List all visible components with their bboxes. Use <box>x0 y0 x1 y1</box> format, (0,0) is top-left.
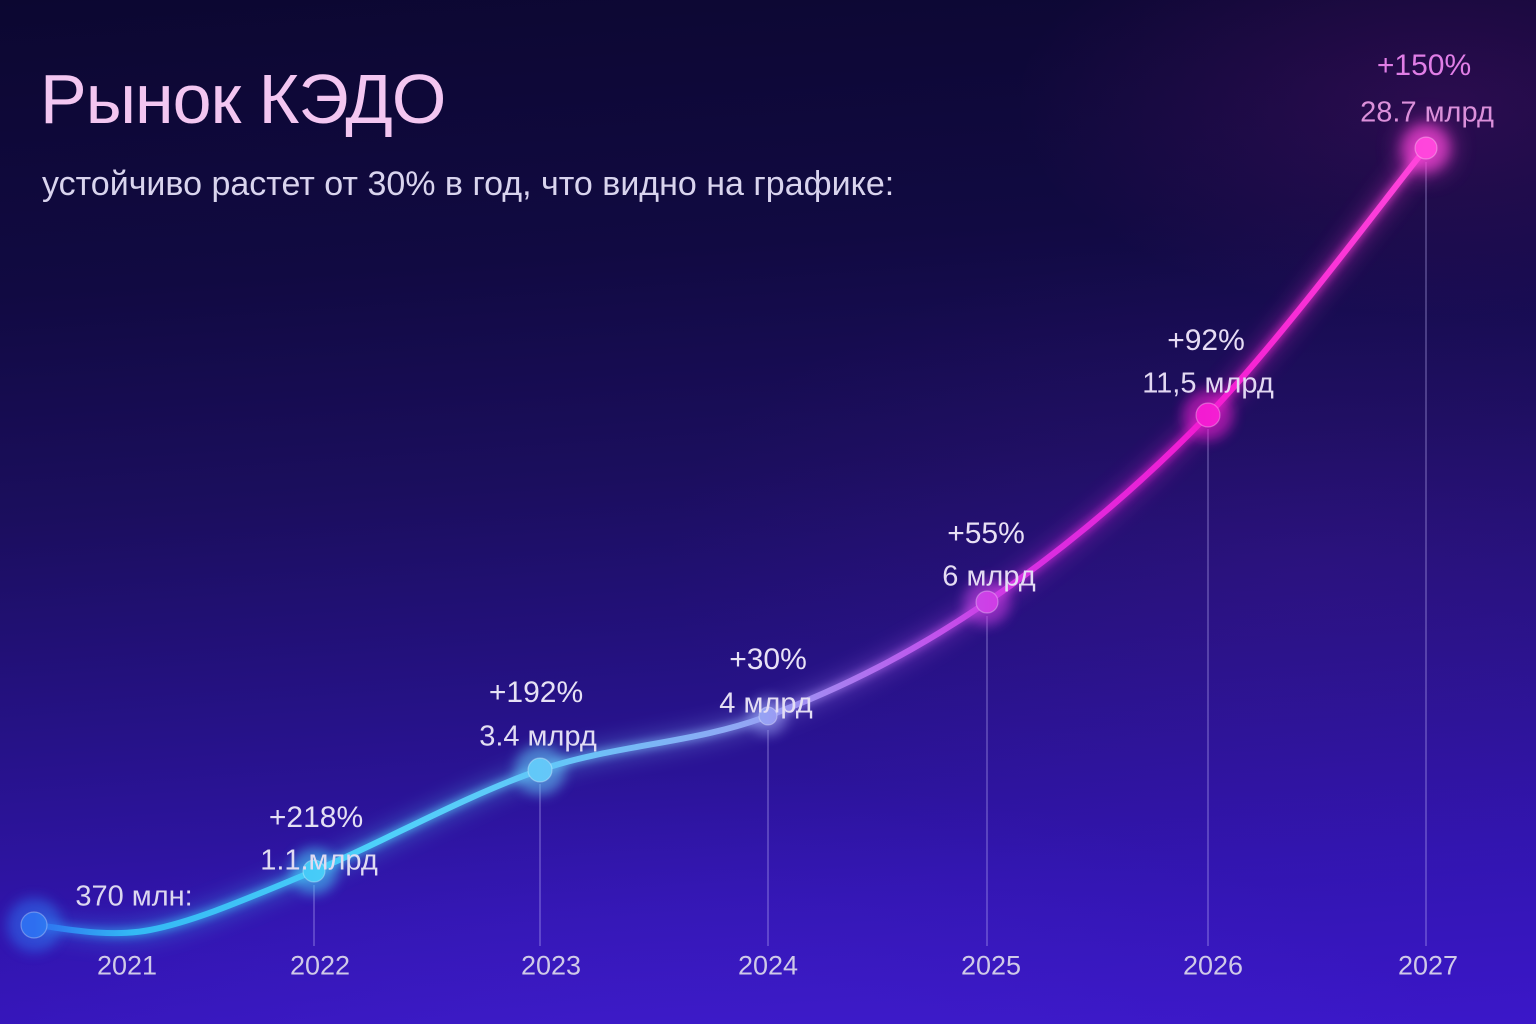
axis-year-2026: 2026 <box>1182 950 1244 981</box>
axis-year-2024: 2024 <box>737 950 799 981</box>
percent-label-2022: +218% <box>268 801 364 834</box>
axis-year-2022: 2022 <box>289 950 351 981</box>
axis-year-2023: 2023 <box>520 950 582 981</box>
value-label-2022: 1.1.млрд <box>260 844 378 877</box>
axis-year-2027: 2027 <box>1397 950 1459 981</box>
value-label-2023: 3.4 млрд <box>479 720 597 753</box>
percent-label-2026: +92% <box>1167 324 1245 357</box>
value-label-2026: 11,5 млрд <box>1142 367 1274 400</box>
percent-label-2027: +150% <box>1376 49 1472 82</box>
percent-label-2023: +192% <box>488 676 584 709</box>
percent-label-2024: +30% <box>729 643 807 676</box>
growth-curve <box>29 143 1431 939</box>
value-label-2025: 6 млрд <box>942 560 1036 593</box>
data-point-2023 <box>527 757 553 783</box>
value-label-2021: 370 млн: <box>75 880 193 913</box>
value-label-2024: 4 млрд <box>719 687 813 720</box>
axis-year-2025: 2025 <box>960 950 1022 981</box>
data-point-2024 <box>758 706 778 726</box>
value-label-2027: 28.7 млрд <box>1360 96 1494 129</box>
data-point-2027 <box>1414 136 1438 160</box>
page-subtitle: устойчиво растет от 30% в год, что видно… <box>42 165 895 203</box>
growth-curve <box>24 138 1436 944</box>
data-point-2021 <box>20 911 48 939</box>
data-point-2025 <box>975 590 999 614</box>
percent-label-2025: +55% <box>947 517 1025 550</box>
page-title: Рынок КЭДО <box>40 60 446 138</box>
data-point-2022 <box>302 859 326 883</box>
axis-year-2021: 2021 <box>96 950 158 981</box>
growth-curve <box>31 145 1429 937</box>
data-point-2026 <box>1195 402 1221 428</box>
